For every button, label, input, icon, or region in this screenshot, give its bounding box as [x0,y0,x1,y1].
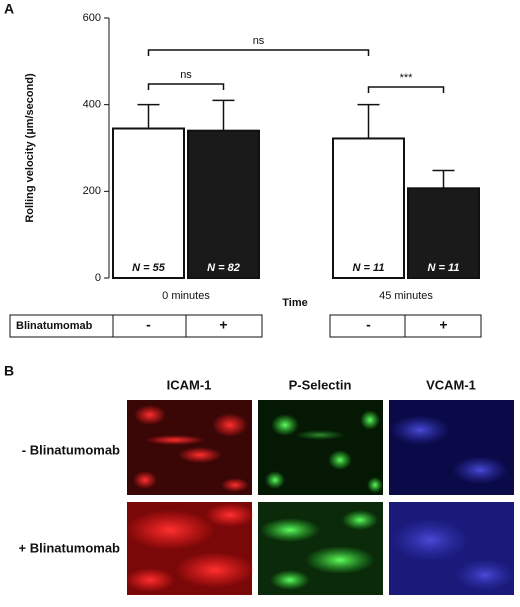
significance-label: ns [253,35,265,47]
y-tick-label: 400 [83,99,101,111]
y-tick-label: 600 [83,12,101,24]
row-label: Blinatumomab [16,320,93,332]
y-tick-label: 200 [83,185,101,197]
row-header: + Blinatumomab [19,540,121,555]
n-label: N = 82 [207,262,240,274]
panel-label: B [4,363,14,379]
n-label: N = 11 [353,262,385,274]
x-tick-label: 0 minutes [162,290,210,302]
column-header: ICAM-1 [167,377,212,392]
n-label: N = 11 [428,262,460,274]
significance-bracket [367,86,445,93]
table-cell: - [146,317,151,333]
table-cell: + [439,317,447,333]
x-axis-label: Time [282,297,307,309]
table-grid [9,314,482,338]
significance-bracket [147,49,370,56]
micrographs [125,400,515,595]
bar [332,137,405,279]
significance-label: *** [400,72,414,84]
significance-bracket [147,83,225,90]
column-header: P-Selectin [289,377,352,392]
bar [407,187,480,279]
bar [187,129,260,279]
y-axis-label: Rolling velocity (µm/second) [24,73,36,223]
bar [112,127,185,279]
table-cell: - [366,317,371,333]
y-tick-label: 0 [95,272,101,284]
row-header: - Blinatumomab [22,442,120,457]
n-label: N = 55 [132,262,166,274]
x-tick-label: 45 minutes [379,290,433,302]
column-header: VCAM-1 [426,377,476,392]
table-cell: + [219,317,227,333]
significance-label: ns [180,69,192,81]
panel-label: A [4,1,14,17]
